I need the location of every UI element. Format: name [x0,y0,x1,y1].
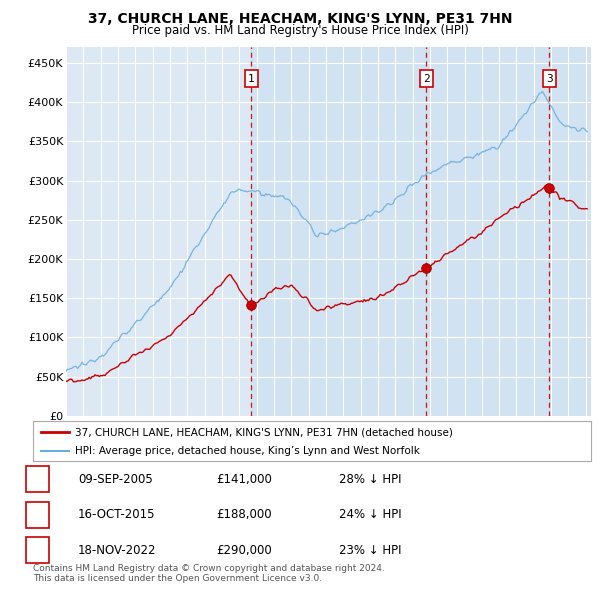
Text: 1: 1 [248,74,254,84]
Text: Price paid vs. HM Land Registry's House Price Index (HPI): Price paid vs. HM Land Registry's House … [131,24,469,37]
Text: £188,000: £188,000 [216,508,272,522]
Text: 18-NOV-2022: 18-NOV-2022 [78,543,157,557]
Text: 24% ↓ HPI: 24% ↓ HPI [339,508,401,522]
Text: 3: 3 [546,74,553,84]
Bar [426,47,549,416]
Bar [549,47,591,416]
Text: £141,000: £141,000 [216,473,272,486]
Text: 1: 1 [33,473,41,486]
Text: 3: 3 [33,543,41,557]
Text: 16-OCT-2015: 16-OCT-2015 [78,508,155,522]
Text: Contains HM Land Registry data © Crown copyright and database right 2024.
This d: Contains HM Land Registry data © Crown c… [33,563,385,583]
Text: 28% ↓ HPI: 28% ↓ HPI [339,473,401,486]
Text: 37, CHURCH LANE, HEACHAM, KING'S LYNN, PE31 7HN (detached house): 37, CHURCH LANE, HEACHAM, KING'S LYNN, P… [75,427,453,437]
Text: HPI: Average price, detached house, King’s Lynn and West Norfolk: HPI: Average price, detached house, King… [75,445,420,455]
Text: £290,000: £290,000 [216,543,272,557]
Text: 37, CHURCH LANE, HEACHAM, KING'S LYNN, PE31 7HN: 37, CHURCH LANE, HEACHAM, KING'S LYNN, P… [88,12,512,26]
Text: 23% ↓ HPI: 23% ↓ HPI [339,543,401,557]
Text: 2: 2 [423,74,430,84]
Bar [251,47,426,416]
Text: 2: 2 [33,508,41,522]
Text: 09-SEP-2005: 09-SEP-2005 [78,473,153,486]
